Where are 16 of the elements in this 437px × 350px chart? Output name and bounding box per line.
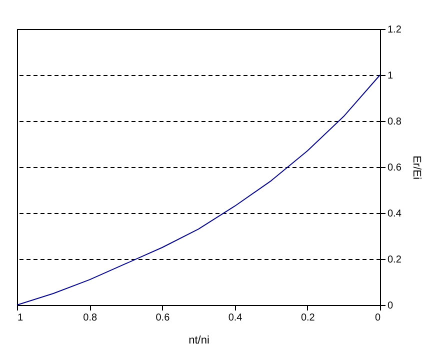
y-tick-label: 0.4 [388, 208, 402, 220]
x-tick-label: 0 [374, 312, 381, 324]
x-tick-label: 0.8 [83, 312, 98, 324]
y-axis-title: Er/Ei [410, 156, 422, 180]
line-series [16, 74, 380, 306]
x-tick-label: 0.2 [300, 312, 316, 324]
y-tick-label: 0.8 [388, 116, 402, 128]
x-tick-label: 1 [18, 312, 24, 324]
x-axis-title: nt/ni [188, 334, 210, 346]
x-tick-label: 0.4 [228, 312, 243, 324]
x-tick-label: 0.6 [156, 312, 170, 324]
y-tick-label: 1 [388, 70, 394, 82]
y-tick-label: 0.2 [388, 254, 402, 266]
y-tick-label: 0.6 [388, 162, 402, 174]
y-tick-label: 0 [388, 300, 394, 312]
y-tick-label: 1.2 [388, 24, 402, 36]
